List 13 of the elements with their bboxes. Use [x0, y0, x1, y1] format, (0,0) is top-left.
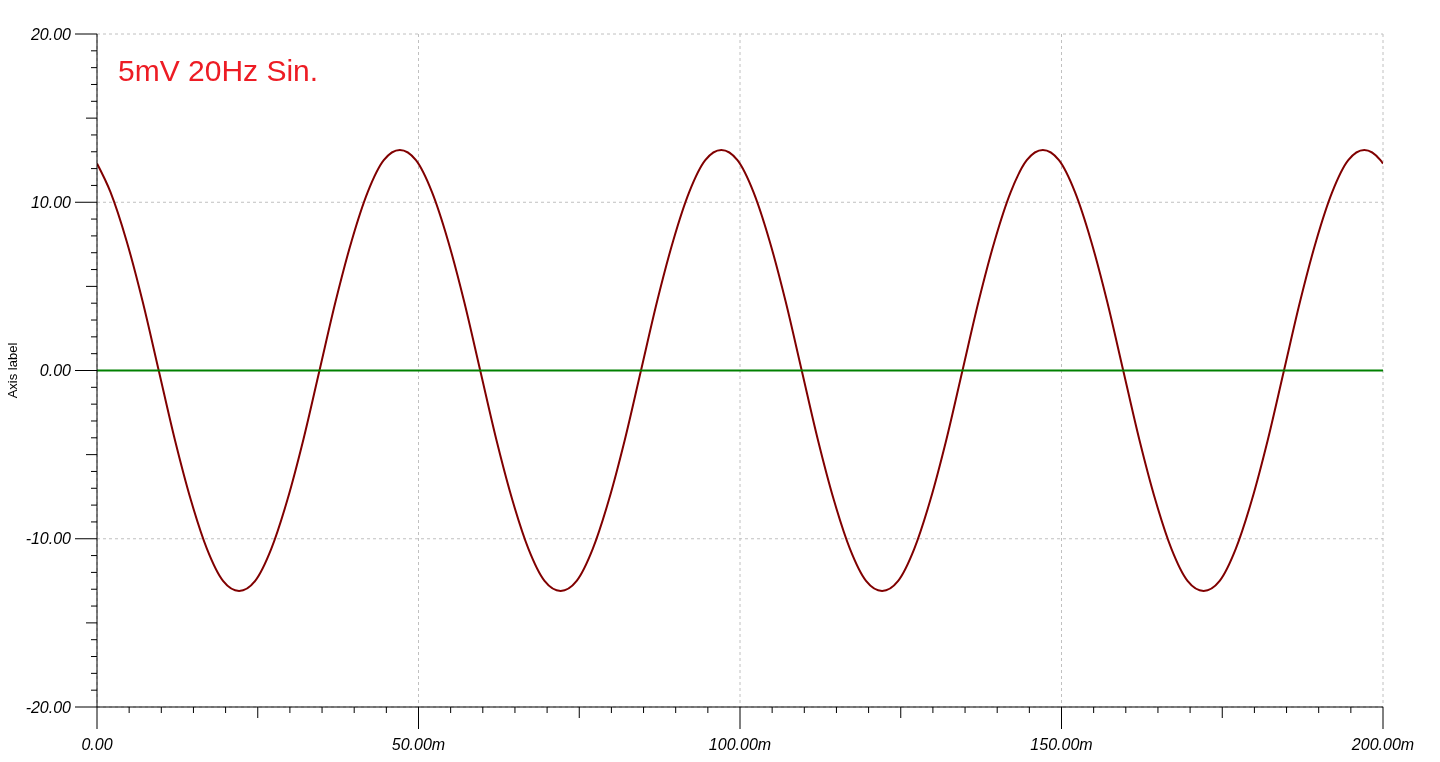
x-tick-label: 150.00m — [1030, 736, 1093, 753]
x-tick-label: 100.00m — [708, 736, 772, 753]
x-tick-label: 200.00m — [1350, 736, 1415, 753]
y-tick-label: -20.00 — [25, 698, 72, 716]
x-tick-label: 0.00 — [81, 736, 113, 753]
y-tick-label: -10.00 — [25, 530, 72, 548]
y-tick-label: 0.00 — [39, 362, 72, 380]
y-tick-label: 10.00 — [30, 193, 72, 211]
x-tick-label: 50.00m — [391, 736, 446, 753]
y-axis-title: Axis label — [4, 342, 20, 399]
line-series — [97, 149, 1383, 592]
annotation: 5mV 20Hz Sin. — [118, 54, 319, 87]
y-tick-label: 20.00 — [29, 25, 72, 43]
